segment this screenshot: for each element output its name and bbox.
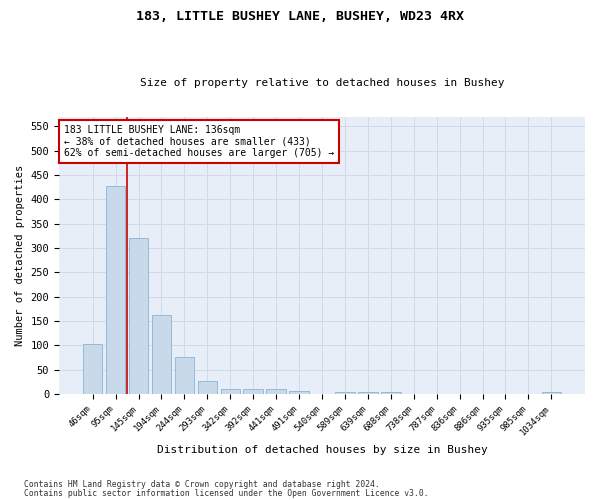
Bar	[244, 388, 263, 394]
Bar	[289, 390, 309, 394]
Text: Contains public sector information licensed under the Open Government Licence v3: Contains public sector information licen…	[24, 490, 428, 498]
Bar	[83, 344, 103, 394]
Title: Size of property relative to detached houses in Bushey: Size of property relative to detached ho…	[140, 78, 504, 88]
Bar	[197, 382, 217, 394]
Bar	[129, 238, 148, 394]
Bar	[358, 392, 377, 394]
Bar	[335, 392, 355, 394]
Bar	[106, 186, 125, 394]
Bar	[266, 388, 286, 394]
Text: 183 LITTLE BUSHEY LANE: 136sqm
← 38% of detached houses are smaller (433)
62% of: 183 LITTLE BUSHEY LANE: 136sqm ← 38% of …	[64, 125, 335, 158]
Y-axis label: Number of detached properties: Number of detached properties	[15, 164, 25, 346]
Bar	[542, 392, 561, 394]
X-axis label: Distribution of detached houses by size in Bushey: Distribution of detached houses by size …	[157, 445, 487, 455]
Text: Contains HM Land Registry data © Crown copyright and database right 2024.: Contains HM Land Registry data © Crown c…	[24, 480, 380, 489]
Bar	[152, 314, 171, 394]
Bar	[381, 392, 401, 394]
Bar	[221, 388, 240, 394]
Text: 183, LITTLE BUSHEY LANE, BUSHEY, WD23 4RX: 183, LITTLE BUSHEY LANE, BUSHEY, WD23 4R…	[136, 10, 464, 23]
Bar	[175, 358, 194, 394]
